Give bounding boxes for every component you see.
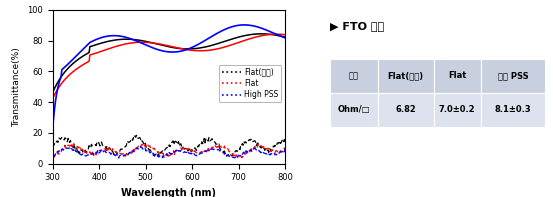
Y-axis label: Transmittance(%): Transmittance(%) <box>13 47 22 126</box>
Bar <box>330 59 378 93</box>
Text: Ohm/□: Ohm/□ <box>338 105 371 114</box>
Text: Flat: Flat <box>448 72 466 80</box>
Text: 샘플: 샘플 <box>349 72 359 80</box>
Bar <box>481 59 545 93</box>
Bar <box>434 93 481 127</box>
Bar <box>378 93 434 127</box>
Legend: Flat(시판), Flat, High PSS: Flat(시판), Flat, High PSS <box>219 65 281 102</box>
Text: 7.0±0.2: 7.0±0.2 <box>439 105 476 114</box>
Text: 6.82: 6.82 <box>395 105 416 114</box>
X-axis label: Wavelength (nm): Wavelength (nm) <box>121 188 216 197</box>
Text: 8.1±0.3: 8.1±0.3 <box>495 105 531 114</box>
Bar <box>434 59 481 93</box>
Text: Flat(시판): Flat(시판) <box>388 72 424 80</box>
Bar <box>481 93 545 127</box>
Bar <box>378 59 434 93</box>
Text: 높은 PSS: 높은 PSS <box>498 72 528 80</box>
Bar <box>330 93 378 127</box>
Text: ▶ FTO 저항: ▶ FTO 저항 <box>330 21 384 31</box>
